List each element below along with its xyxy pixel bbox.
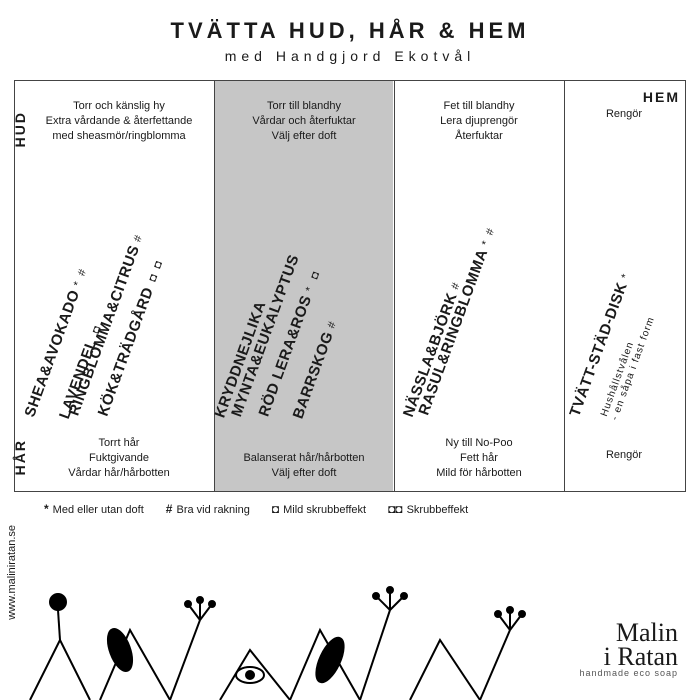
products-col1: SHEA&AVOKADO * # LAVENDEL ◘ RINGBLOMMA&C… — [48, 161, 140, 421]
products-col2: KRYDDNEJLIKA MYNTA&EUKALYPTUS RÖD LERA&R… — [232, 161, 324, 421]
legend-item: ◘◘Skrubbeffekt — [388, 502, 468, 516]
products-col3: NÄSSLA&BJÖRK # RASUL&RINGBLOMMA * # — [424, 161, 466, 421]
chart-grid: HUD HÅR HEM Torr och känslig hyExtra vår… — [14, 81, 686, 491]
flora-illustration — [20, 580, 540, 700]
legend-item: *Med eller utan doft — [44, 502, 144, 516]
brand-block: Malini Ratan handmade eco soap — [579, 621, 678, 678]
legend-item: ◘Mild skrubbeffekt — [272, 502, 366, 516]
brand-name: Malini Ratan — [579, 621, 678, 668]
col-label-hem: HEM — [643, 89, 680, 105]
col3-top: Fet till blandhyLera djuprengörÅterfukta… — [404, 99, 554, 144]
row-label-har: HÅR — [12, 439, 28, 475]
col4-top: Rengör — [574, 107, 674, 122]
brand-tagline: handmade eco soap — [579, 668, 678, 678]
header: TVÄTTA HUD, HÅR & HEM med Handgjord Ekot… — [0, 0, 700, 72]
col1-top: Torr och känslig hyExtra vårdande & åter… — [34, 99, 204, 144]
col1-bot: Torrt hårFuktgivandeVårdar hår/hårbotten — [34, 436, 204, 481]
products-col4: TVÄTT-STÄD-DISK * Hushållstvålen- en såp… — [592, 161, 639, 421]
row-label-hud: HUD — [12, 111, 28, 147]
col2-bot: Balanserat hår/hårbottenVälj efter doft — [220, 451, 388, 481]
product: RASUL&RINGBLOMMA * # — [415, 224, 499, 417]
col2-top: Torr till blandhyVårdar och återfuktarVä… — [220, 99, 388, 144]
legend: *Med eller utan doft #Bra vid rakning ◘M… — [14, 502, 686, 516]
col4-bot: Rengör — [574, 448, 674, 463]
page-title: TVÄTTA HUD, HÅR & HEM — [0, 18, 700, 44]
col3-bot: Ny till No-PooFett hårMild för hårbotten — [404, 436, 554, 481]
divider-bottom — [14, 491, 686, 492]
website-url: www.maliniratan.se — [6, 525, 18, 620]
legend-item: #Bra vid rakning — [166, 502, 250, 516]
page-subtitle: med Handgjord Ekotvål — [0, 48, 700, 64]
